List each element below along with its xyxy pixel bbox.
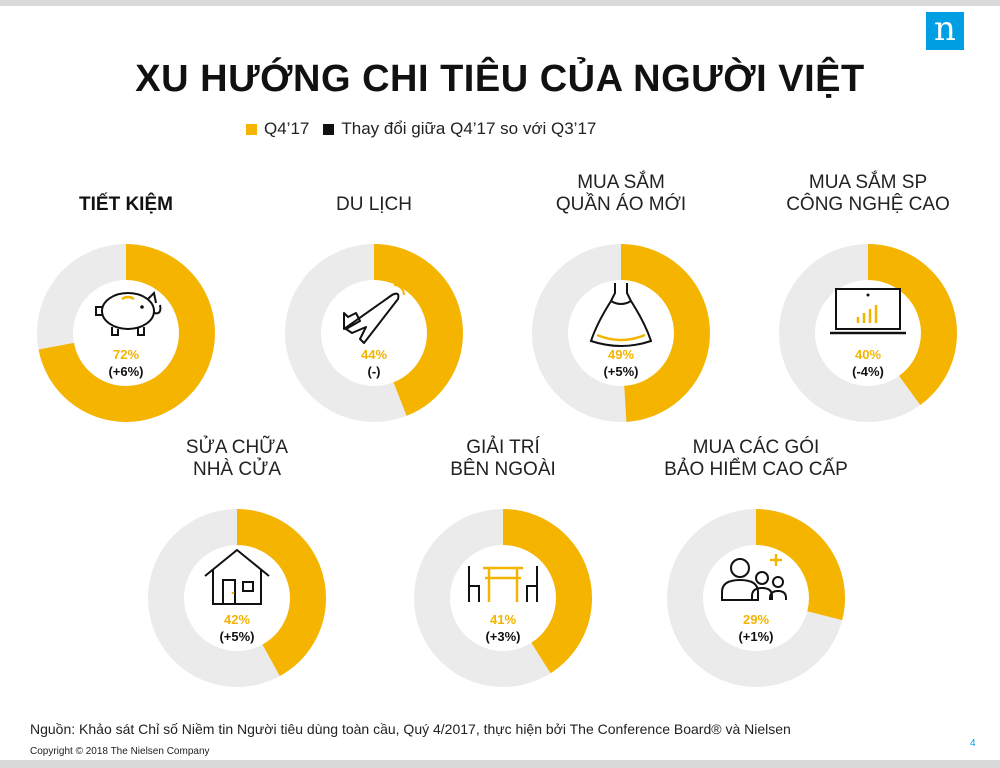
copyright: Copyright © 2018 The Nielsen Company — [30, 746, 210, 757]
donut-value-arc — [285, 244, 463, 422]
bottom-bar — [0, 760, 1000, 768]
donut-chart-item-3 — [532, 244, 710, 422]
donut-title-item-4: MUA SẮM SP CÔNG NGHỆ CAO — [768, 172, 968, 216]
donut-change-label: (+3%) — [485, 629, 521, 644]
donut-chart-item-6 — [414, 509, 592, 687]
donut-change-label: (+5%) — [219, 629, 255, 644]
donut-title-item-7: MUA CÁC GÓI BẢO HIỂM CAO CẤP — [656, 437, 856, 481]
donut-value-arc — [532, 244, 710, 422]
donut-change-label: (+1%) — [738, 629, 774, 644]
legend-item-change: Thay đổi giữa Q4’17 so với Q3’17 — [323, 119, 596, 139]
donut-title-item-3: MUA SẮM QUẦN ÁO MỚI — [521, 172, 721, 216]
donut-chart-item-4 — [779, 244, 957, 422]
donut-title-line: DU LỊCH — [335, 194, 412, 215]
legend-label-q4: Q4’17 — [264, 119, 310, 138]
donut-value-arc — [37, 244, 215, 422]
donut-value-arc — [667, 509, 845, 687]
donut-value-arc — [414, 509, 592, 687]
page-title: XU HƯỚNG CHI TIÊU CỦA NGƯỜI VIỆT — [135, 58, 865, 100]
donut-chart-item-5 — [148, 509, 326, 687]
donut-value-label: 49% — [607, 347, 635, 362]
donut-chart-item-7 — [667, 509, 845, 687]
legend-swatch-q4 — [246, 123, 257, 135]
donut-chart-item-1 — [37, 244, 215, 422]
donut-chart-item-2 — [285, 244, 463, 422]
donut-title-item-6: GIẢI TRÍ BÊN NGOÀI — [403, 437, 603, 481]
donut-title-line: BẢO HIỂM CAO CẤP — [664, 459, 848, 480]
legend-label-change: Thay đổi giữa Q4’17 so với Q3’17 — [341, 119, 597, 138]
house-icon — [204, 548, 270, 605]
donut-value-label: 40% — [854, 347, 882, 362]
donut-value-arc — [779, 244, 957, 422]
donut-title-line: MUA SẮM SP — [808, 172, 928, 193]
family-insurance-icon — [721, 554, 787, 601]
top-bar — [0, 0, 1000, 6]
donut-change-label: (+5%) — [603, 364, 639, 379]
donut-title-line: NHÀ CỬA — [192, 459, 281, 480]
donut-title-line: CÔNG NGHỆ CAO — [786, 194, 950, 215]
donut-title-line: TIẾT KIỆM — [79, 194, 173, 215]
donut-value-label: 42% — [223, 612, 251, 627]
donut-change-label: (-4%) — [852, 364, 884, 379]
donut-value-label: 29% — [742, 612, 770, 627]
donut-title-line: MUA SẮM — [577, 172, 665, 193]
donut-value-label: 72% — [112, 347, 140, 362]
airplane-icon — [343, 284, 405, 344]
donut-title-line: BÊN NGOÀI — [450, 459, 556, 480]
donut-value-label: 41% — [489, 612, 517, 627]
donut-title-line: GIẢI TRÍ — [466, 437, 540, 458]
page-number: 4 — [970, 738, 976, 749]
donut-value-label: 44% — [360, 347, 388, 362]
legend-swatch-change — [323, 123, 335, 135]
donut-title-item-5: SỬA CHỮA NHÀ CỬA — [137, 437, 337, 481]
donut-change-label: (+6%) — [108, 364, 144, 379]
donut-change-label: (-) — [367, 364, 381, 379]
legend: Q4’17 Thay đổi giữa Q4’17 so với Q3’17 — [246, 119, 610, 139]
legend-item-q4: Q4’17 — [246, 119, 309, 139]
piggy-bank-icon — [95, 290, 162, 336]
dining-table-icon — [468, 566, 538, 602]
donut-title-item-1: TIẾT KIỆM — [26, 194, 226, 216]
donut-title-line: SỬA CHỮA — [185, 437, 289, 458]
donut-title-line: MUA CÁC GÓI — [692, 437, 820, 458]
donut-title-item-2: DU LỊCH — [274, 194, 474, 216]
donut-title-line: QUẦN ÁO MỚI — [555, 194, 687, 215]
dress-icon — [589, 283, 653, 347]
nielsen-logo: n — [926, 12, 964, 50]
source-note: Nguồn: Khảo sát Chỉ số Niềm tin Người ti… — [30, 721, 791, 737]
donut-value-arc — [148, 509, 326, 687]
laptop-icon — [830, 288, 906, 335]
